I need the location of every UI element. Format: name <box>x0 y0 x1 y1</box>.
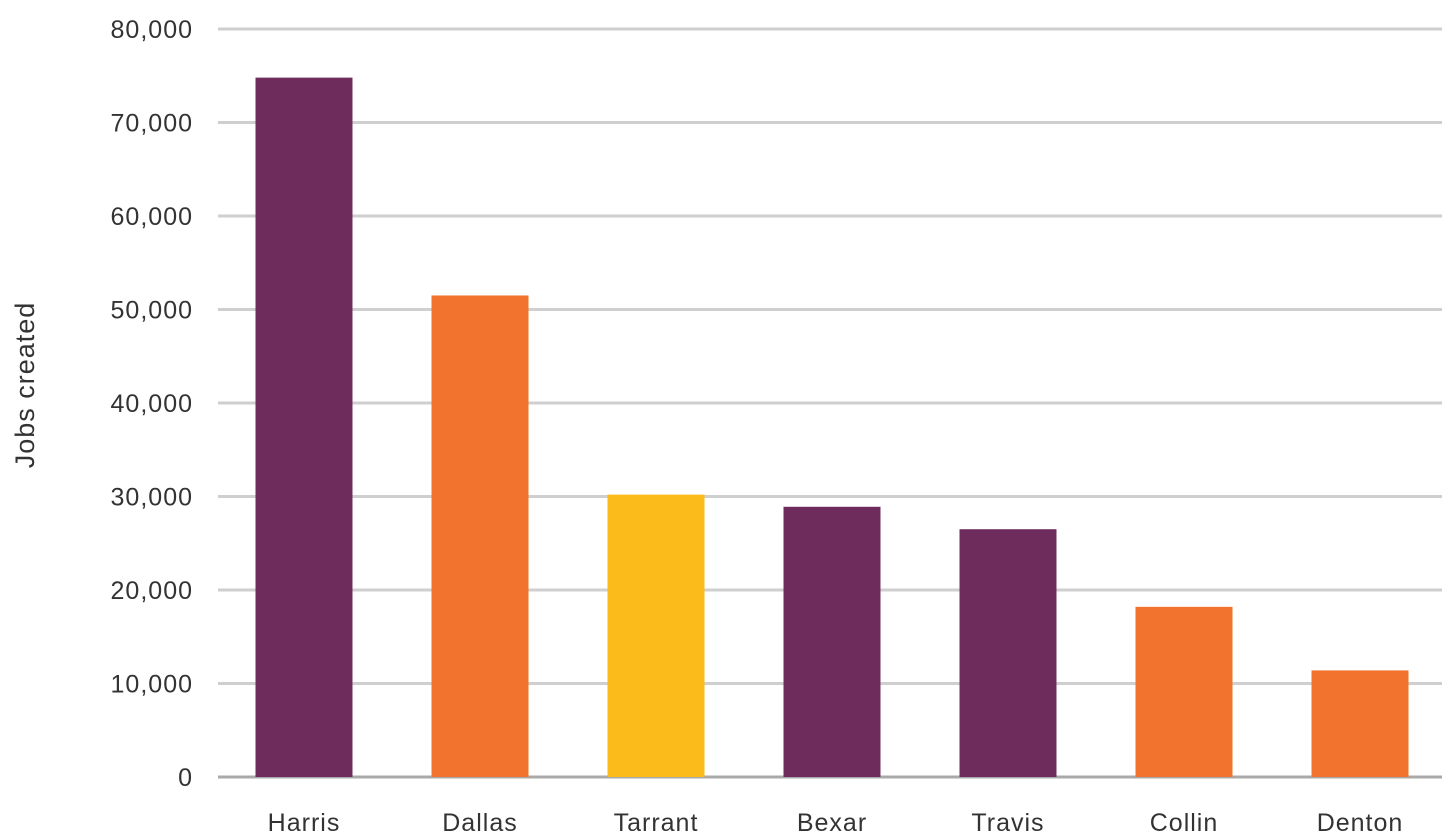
x-tick-label: Dallas <box>442 809 517 837</box>
gridlines <box>218 27 1442 779</box>
y-tick-label: 80,000 <box>111 16 193 44</box>
bar-dallas <box>431 295 529 777</box>
x-tick-label: Travis <box>971 809 1044 837</box>
bar-harris <box>255 77 353 778</box>
x-axis-tick-labels: Harris Dallas Tarrant Bexar Travis Collin Dent… <box>268 809 1404 837</box>
x-tick-label: Denton <box>1317 809 1404 837</box>
bar-tarrant <box>607 494 705 777</box>
y-tick-label: 20,000 <box>111 577 193 605</box>
x-tick-label: Harris <box>268 809 341 837</box>
bar-travis <box>959 529 1057 777</box>
y-axis-tick-labels: 0 10,000 20,000 30,000 40,000 50,000 60,000 70,… <box>111 16 193 792</box>
y-tick-label: 50,000 <box>111 297 193 325</box>
x-tick-label: Collin <box>1150 809 1219 837</box>
bar-collin <box>1135 606 1233 777</box>
bar-bexar <box>783 506 881 777</box>
y-tick-label: 40,000 <box>111 390 193 418</box>
y-tick-label: 70,000 <box>111 110 193 138</box>
y-tick-label: 30,000 <box>111 484 193 512</box>
y-tick-label: 60,000 <box>111 203 193 231</box>
bars <box>255 77 1409 778</box>
y-tick-label: 0 <box>178 764 193 792</box>
x-tick-label: Tarrant <box>614 809 699 837</box>
bar-denton <box>1311 670 1409 777</box>
x-tick-label: Bexar <box>797 809 867 837</box>
y-tick-label: 10,000 <box>111 671 193 699</box>
y-axis-title: Jobs created <box>10 302 40 469</box>
